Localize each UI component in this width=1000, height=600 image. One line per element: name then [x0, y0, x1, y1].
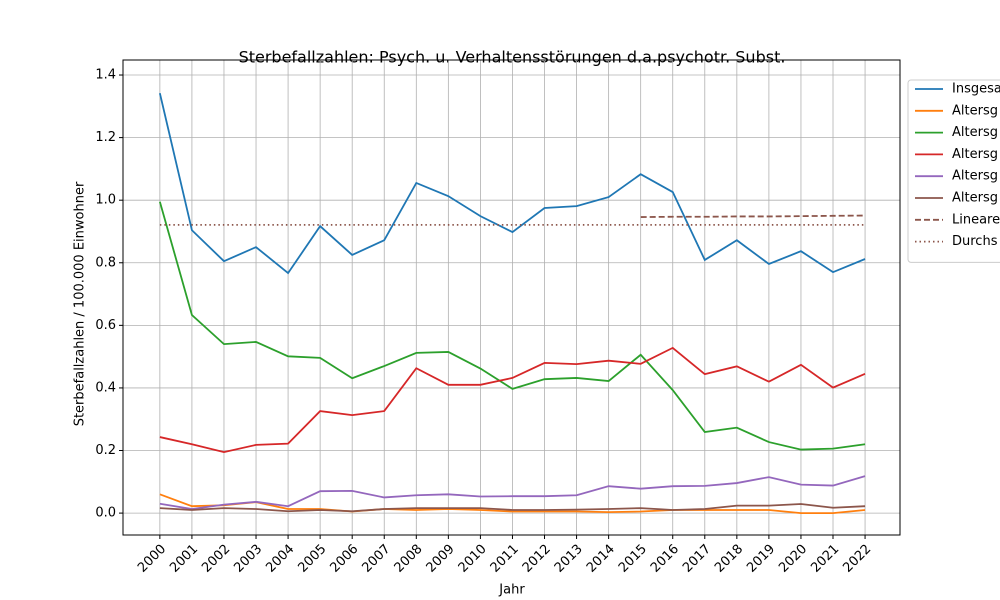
- legend-label: Altersg: [952, 125, 998, 140]
- legend-label: Altersg: [952, 169, 998, 184]
- y-tick-label: 0.2: [95, 443, 116, 458]
- legend-label: Lineare: [952, 212, 1000, 227]
- y-tick-label: 0.4: [95, 380, 116, 395]
- legend-label: Altersg: [952, 191, 998, 206]
- y-tick-label: 0.6: [95, 318, 116, 333]
- y-tick-label: 0.0: [95, 506, 116, 521]
- legend-label: Altersg: [952, 147, 998, 162]
- line-series: [159, 503, 866, 513]
- y-axis-label: Sterbefallzahlen / 100.000 Einwohner: [73, 181, 88, 426]
- chart-title: Sterbefallzahlen: Psych. u. Verhaltensst…: [239, 48, 786, 67]
- plot-frame: [122, 59, 901, 536]
- y-tick-label: 1.2: [95, 130, 116, 145]
- x-axis-label: Jahr: [498, 583, 525, 598]
- line-series: [159, 493, 866, 514]
- y-tick-label: 0.8: [95, 255, 116, 270]
- y-tick-label: 1.4: [95, 68, 116, 83]
- legend-label: Insgesa: [952, 82, 1000, 97]
- line-series: [640, 214, 866, 218]
- legend-box: [907, 79, 1000, 263]
- y-tick-label: 1.0: [95, 193, 116, 208]
- line-series: [159, 475, 866, 510]
- line-series: [158, 92, 866, 275]
- legend-label: Durchs: [952, 234, 998, 249]
- legend-label: Altersg: [952, 103, 998, 118]
- line-series: [158, 201, 866, 451]
- line-series: [159, 346, 866, 454]
